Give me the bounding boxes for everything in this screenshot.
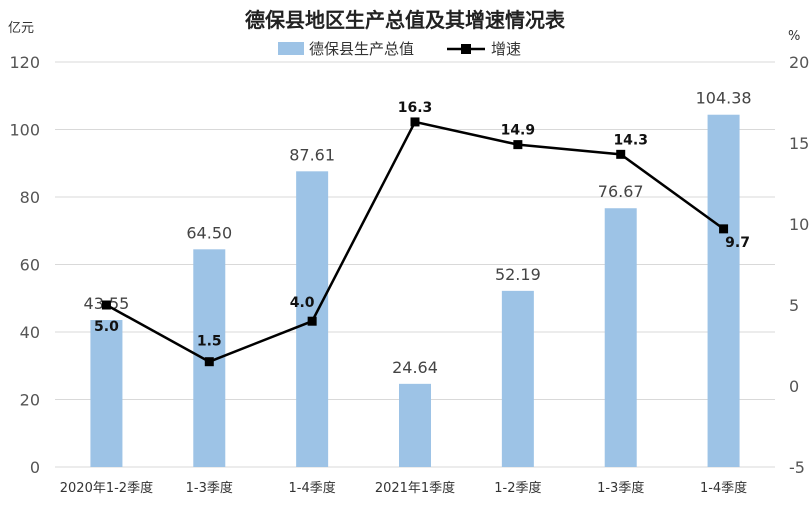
rate-value-label: 9.7 [725,235,750,251]
bar-value-label: 76.67 [598,182,644,201]
rate-point [204,357,214,367]
left-tick-label: 40 [20,323,40,342]
bar [501,290,534,467]
bar [604,208,637,467]
legend: 德保县生产总值 增速 [278,40,521,58]
legend-bar-label: 德保县生产总值 [309,40,414,58]
category-label: 2020年1-2季度 [60,480,153,496]
rate-point [513,140,523,150]
right-axis-unit: % [788,29,800,44]
legend-line-marker [461,44,471,54]
rate-point [307,316,317,326]
left-tick-label: 60 [20,256,40,275]
rate-value-label: 1.5 [197,334,222,350]
legend-bar-swatch [278,42,304,55]
rate-value-label: 14.3 [613,132,648,148]
legend-line-label: 增速 [491,40,521,58]
bar-value-label: 24.64 [392,358,438,377]
left-tick-label: 120 [9,53,40,72]
category-label: 1-4季度 [700,480,747,496]
right-tick-label: 10 [789,215,809,234]
rate-value-label: 5.0 [94,319,119,335]
left-tick-label: 20 [20,391,40,410]
right-axis-ticks: -5 0 5 10 15 20 [789,53,809,477]
rate-labels: 5.0 1.5 4.0 16.3 14.9 14.3 9.7 [94,100,750,350]
bar [90,320,123,467]
left-tick-label: 100 [9,121,40,140]
right-tick-label: 0 [789,377,799,396]
chart-title: 德保县地区生产总值及其增速情况表 [245,8,566,32]
left-axis-unit: 亿元 [8,21,34,36]
category-label: 1-3季度 [186,480,233,496]
rate-value-label: 16.3 [398,100,433,116]
category-labels: 2020年1-2季度 1-3季度 1-4季度 2021年1季度 1-2季度 1-3季度 1-… [60,480,747,496]
rate-value-label: 14.9 [501,123,536,139]
category-label: 1-2季度 [494,480,541,496]
rate-value-label: 4.0 [290,295,315,311]
left-tick-label: 0 [30,458,40,477]
rate-point [719,224,729,234]
rate-point [101,300,111,310]
left-tick-label: 80 [20,188,40,207]
bar [399,383,431,467]
bar-value-label: 87.61 [289,145,335,164]
bar-value-label: 64.50 [186,223,232,242]
rate-point [616,149,626,159]
category-label: 1-3季度 [597,480,644,496]
right-tick-label: -5 [789,458,805,477]
bar [707,114,740,467]
right-tick-label: 20 [789,53,809,72]
bar-value-label: 52.19 [495,265,541,284]
bar-value-label: 104.38 [696,89,752,108]
category-label: 2021年1季度 [375,480,455,496]
right-tick-label: 15 [789,134,809,153]
category-label: 1-4季度 [289,480,336,496]
bars [90,114,740,467]
right-tick-label: 5 [789,296,799,315]
left-axis-ticks: 0 20 40 60 80 100 120 [9,53,40,477]
rate-line [101,117,729,367]
rate-point [410,117,420,127]
